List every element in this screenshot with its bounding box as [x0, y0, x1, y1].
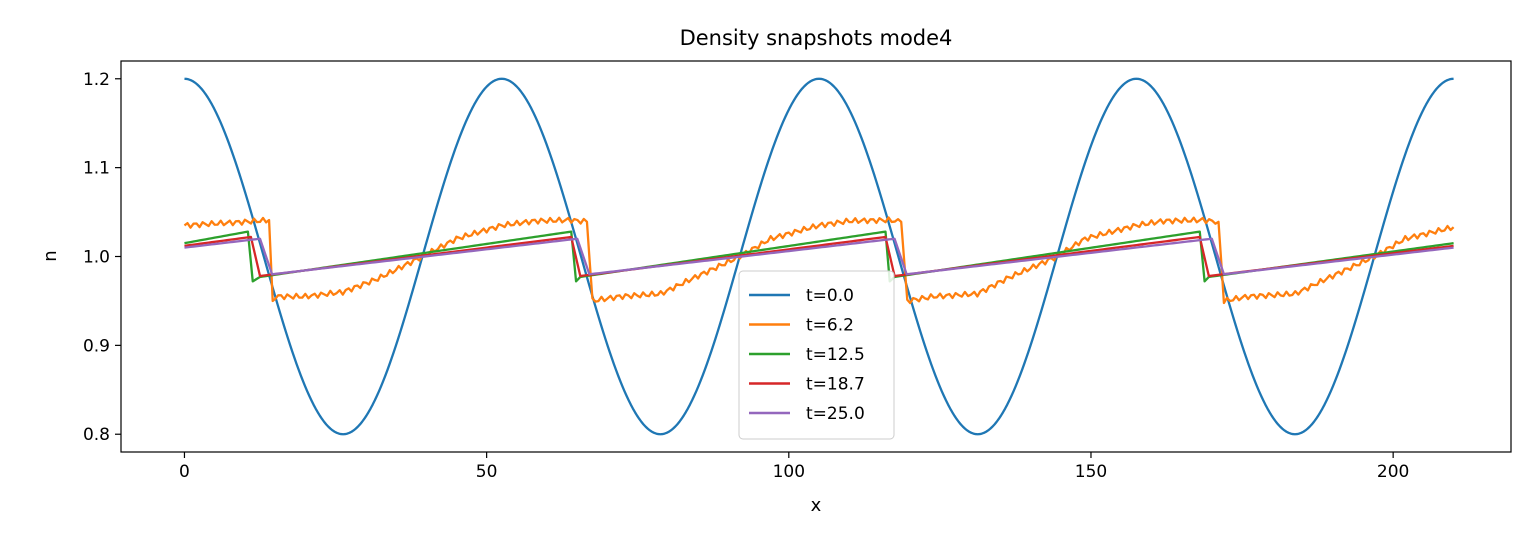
series-line-t-0-0: [184, 77, 1454, 436]
y-tick-label: 0.8: [83, 425, 110, 445]
legend-label: t=12.5: [806, 345, 865, 365]
legend-label: t=0.0: [806, 286, 854, 306]
y-tick-label: 1.1: [83, 159, 110, 179]
chart-title: Density snapshots mode4: [680, 26, 953, 50]
x-tick-label: 200: [1377, 462, 1409, 482]
y-tick-label: 1.0: [83, 248, 110, 268]
legend: t=0.0 t=6.2 t=12.5 t=18.7 t=25.0: [738, 270, 895, 440]
legend-label: t=18.7: [806, 375, 865, 395]
x-tick-label: 0: [179, 462, 190, 482]
x-tick-label: 150: [1075, 462, 1107, 482]
legend-label: t=6.2: [806, 316, 854, 336]
y-tick-label: 0.9: [83, 336, 110, 356]
x-tick-label: 100: [773, 462, 805, 482]
y-axis-ticks: 0.8 0.9 1.0 1.1 1.2: [83, 70, 121, 445]
legend-box: [738, 270, 895, 440]
series-line-t-25-0: [184, 237, 1454, 276]
x-axis-ticks: 0 50 100 150 200: [179, 452, 1409, 482]
legend-label: t=25.0: [806, 404, 865, 424]
x-tick-label: 50: [476, 462, 498, 482]
y-axis-label: n: [40, 250, 61, 261]
plot-content: [183, 77, 1455, 436]
series-line-t-6-2: [183, 216, 1455, 305]
x-axis-label: x: [811, 495, 822, 516]
y-tick-label: 1.2: [83, 70, 110, 90]
